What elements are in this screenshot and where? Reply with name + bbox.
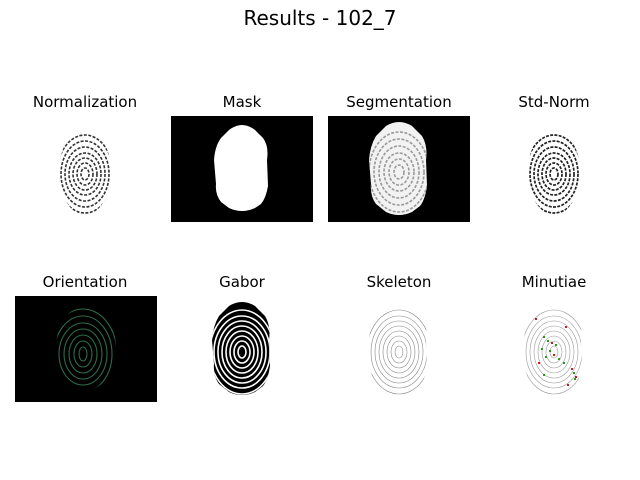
panel-title-minutiae: Minutiae xyxy=(521,273,587,291)
normalization-panel xyxy=(14,116,156,222)
figure-title: Results - 102_7 xyxy=(243,6,397,30)
fingerprint-skeleton-icon xyxy=(328,296,470,402)
segmentation-panel xyxy=(328,116,470,222)
fingerprint-minutiae-icon xyxy=(483,296,625,402)
fingerprint-segmentation-icon xyxy=(328,116,470,222)
panel-title-std-norm: Std-Norm xyxy=(518,93,590,111)
orientation-field-icon xyxy=(15,296,157,402)
orientation-panel xyxy=(15,296,157,402)
panel-title-skeleton: Skeleton xyxy=(366,273,432,291)
panel-title-orientation: Orientation xyxy=(42,273,128,291)
fingerprint-icon xyxy=(14,116,156,222)
panel-title-normalization: Normalization xyxy=(32,93,138,111)
panel-title-mask: Mask xyxy=(222,93,262,111)
fingerprint-gabor-icon xyxy=(171,296,313,402)
fingerprint-icon xyxy=(483,116,625,222)
fingerprint-mask-icon xyxy=(171,116,313,222)
minutiae-markers xyxy=(535,318,577,386)
gabor-panel xyxy=(171,296,313,402)
std-norm-panel xyxy=(483,116,625,222)
minutiae-panel xyxy=(483,296,625,402)
panel-title-segmentation: Segmentation xyxy=(346,93,452,111)
mask-panel xyxy=(171,116,313,222)
panel-title-gabor: Gabor xyxy=(219,273,265,291)
skeleton-panel xyxy=(328,296,470,402)
